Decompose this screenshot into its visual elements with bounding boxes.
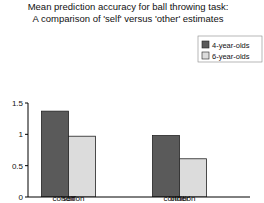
x-tick-label-line: condition <box>52 194 84 203</box>
x-axis <box>28 197 250 198</box>
y-tick-label: 0.5 <box>12 162 24 171</box>
y-tick-label: 1.5 <box>12 99 24 108</box>
x-tick-label: 'self'condition <box>52 194 84 203</box>
legend-swatch <box>202 52 209 59</box>
legend-label: 6-year-olds <box>212 52 250 61</box>
legend-box <box>198 36 262 62</box>
bar <box>180 159 207 197</box>
title: Mean prediction accuracy for ball throwi… <box>28 1 229 12</box>
y-tick-label: 0 <box>19 193 24 202</box>
chart: Mean prediction accuracy for ball throwi… <box>0 0 264 203</box>
bars <box>42 111 207 197</box>
y-axis <box>28 103 29 197</box>
x-tick-label: 'other'condition <box>163 194 195 203</box>
x-tick-label-line: condition <box>163 194 195 203</box>
legend-label: 4-year-olds <box>212 41 250 50</box>
subtitle: A comparison of 'self' versus 'other' es… <box>32 13 223 24</box>
bar <box>42 111 69 197</box>
bar <box>69 136 96 197</box>
legend-swatch <box>202 41 209 48</box>
y-tick-label: 1 <box>19 130 24 139</box>
bar <box>153 136 180 197</box>
